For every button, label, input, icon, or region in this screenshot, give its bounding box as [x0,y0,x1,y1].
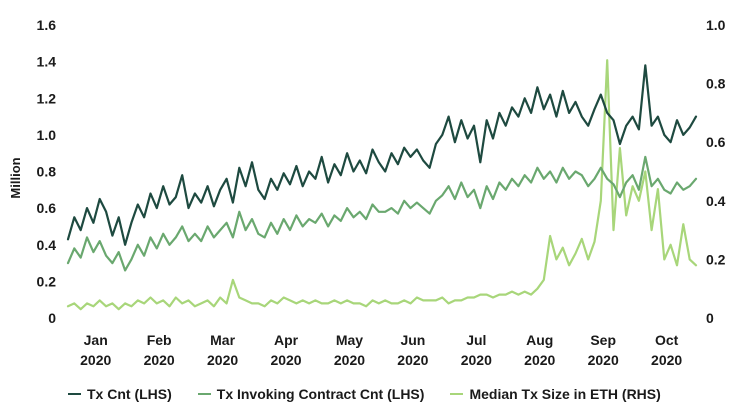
x-tick-month: Aug [526,332,553,348]
x-tick-year: 2020 [334,352,365,368]
legend-swatch-tx-cnt [68,393,81,395]
x-tick-month: Mar [210,332,235,348]
y-axis-right-ticks: 0 0.2 0.4 0.6 0.8 1.0 [706,17,726,326]
y-left-tick-label: 0.4 [37,237,57,253]
x-tick-year: 2020 [80,352,111,368]
y-left-tick-label: 0.2 [37,273,57,289]
x-tick-year: 2020 [461,352,492,368]
legend-label-tx-cnt: Tx Cnt (LHS) [87,386,172,402]
x-tick-month: Sep [590,332,616,348]
y-axis-left-ticks: 0 0.2 0.4 0.6 0.8 1.0 1.2 1.4 1.6 [37,17,57,326]
legend-swatch-median-size [450,393,464,395]
x-tick-month: Apr [274,332,299,348]
x-axis-ticks: Jan 2020 Feb 2020 Mar 2020 Apr 2020 May 2020 Jun 20… [80,332,682,368]
x-tick-year: 2020 [651,352,682,368]
y-left-tick-label: 1.6 [37,17,57,33]
x-tick-year: 2020 [207,352,238,368]
x-tick-year: 2020 [144,352,175,368]
y-left-tick-label: 0.8 [37,164,57,180]
x-tick-year: 2020 [524,352,555,368]
x-tick-month: Jul [466,332,486,348]
legend-label-contract-cnt: Tx Invoking Contract Cnt (LHS) [216,386,425,402]
y-right-tick-label: 0 [706,310,714,326]
y-right-tick-label: 1.0 [706,17,726,33]
x-tick-year: 2020 [270,352,301,368]
chart: 0 0.2 0.4 0.6 0.8 1.0 1.2 1.4 1.6 0 0.2 0.4 0.6 0.8 1… [8,17,726,368]
legend-label-median-size: Median Tx Size in ETH (RHS) [469,386,661,402]
x-tick-month: Oct [655,332,679,348]
y-right-tick-label: 0.4 [706,193,726,209]
y-left-tick-label: 1.0 [37,127,57,143]
series-line-1 [66,155,698,272]
legend-item-contract-cnt: Tx Invoking Contract Cnt (LHS) [197,386,425,402]
y-left-tick-label: 1.4 [37,54,57,70]
series-line-0 [66,64,698,246]
legend-item-median-size: Median Tx Size in ETH (RHS) [450,386,661,402]
y-left-tick-label: 0 [48,310,56,326]
x-tick-year: 2020 [397,352,428,368]
legend: Tx Cnt (LHS) Tx Invoking Contract Cnt (L… [68,386,661,402]
series-line-2 [66,59,698,311]
y-right-tick-label: 0.6 [706,134,726,150]
legend-item-tx-cnt: Tx Cnt (LHS) [68,386,172,402]
y-left-tick-label: 1.2 [37,90,57,106]
x-tick-month: Jun [400,332,425,348]
legend-swatch-contract-cnt [197,393,211,395]
x-tick-month: Jan [84,332,108,348]
y-right-tick-label: 0.8 [706,76,726,92]
y-axis-label: Million [8,157,23,198]
y-right-tick-label: 0.2 [706,251,726,267]
x-tick-year: 2020 [588,352,619,368]
x-tick-month: May [336,332,363,348]
y-left-tick-label: 0.6 [37,200,57,216]
x-tick-month: Feb [147,332,172,348]
series-lines [66,59,698,311]
